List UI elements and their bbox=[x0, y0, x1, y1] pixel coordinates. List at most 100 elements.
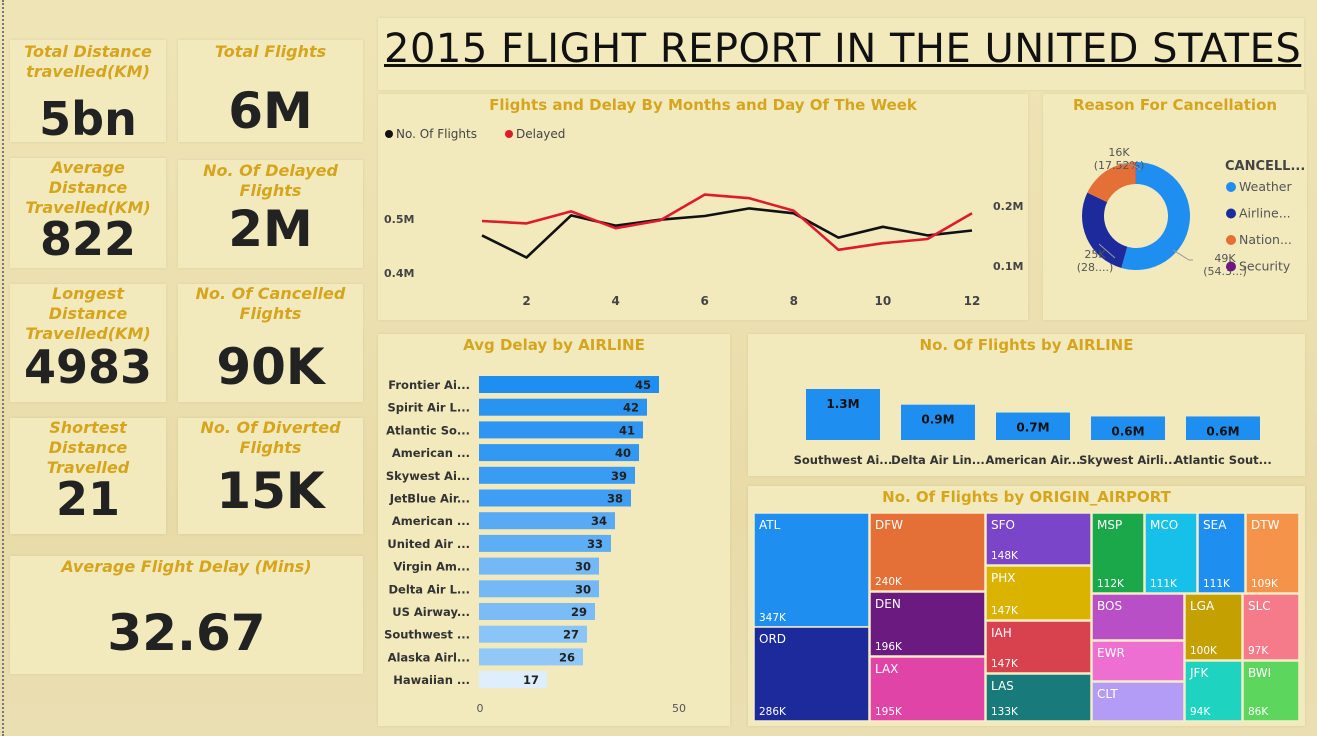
treemap-cell bbox=[869, 591, 986, 657]
treemap-name: LGA bbox=[1190, 599, 1215, 613]
treemap-cell bbox=[1091, 640, 1185, 682]
treemap-cell bbox=[753, 626, 870, 722]
legend-marker bbox=[1226, 182, 1236, 192]
line-chart[interactable]: No. Of Flights Delayed 0.5M 0.4M 0.2M 0.1M 2 4 6… bbox=[378, 94, 1028, 320]
bar-category: JetBlue Air... bbox=[389, 492, 470, 506]
treemap-name: SFO bbox=[991, 518, 1015, 532]
bar bbox=[479, 466, 635, 484]
bar-value: 45 bbox=[635, 378, 651, 392]
treemap-cell bbox=[1144, 512, 1198, 594]
bar bbox=[479, 512, 615, 530]
kpi-total-distance[interactable]: Total Distance travelled(KM) 5bn bbox=[10, 40, 166, 146]
kpi-label: No. Of Diverted Flights bbox=[200, 418, 341, 457]
bar-value: 0.7M bbox=[1016, 421, 1049, 435]
kpi-value: 21 bbox=[55, 472, 120, 526]
x-tick: 2 bbox=[522, 294, 530, 308]
y-tick-right: 0.2M bbox=[993, 200, 1023, 213]
bar-category: Southwest ... bbox=[384, 628, 470, 642]
avg-delay-panel[interactable]: Avg Delay by AIRLINE Frontier Ai... 45 Spi… bbox=[378, 334, 730, 726]
treemap-panel[interactable]: No. Of Flights by ORIGIN_AIRPORT ATL 347K… bbox=[748, 486, 1305, 726]
treemap-cell bbox=[985, 673, 1092, 722]
bar-category: Delta Air Lin... bbox=[891, 453, 985, 467]
kpi-value: 6M bbox=[228, 82, 313, 140]
bar-category: Alaska Airl... bbox=[388, 650, 470, 664]
donut-chart[interactable]: 49K(54.3...)25K(28....)16K(17.52%) CANCEL… bbox=[1043, 94, 1307, 320]
x-tick: 0 bbox=[477, 702, 484, 715]
treemap-value: 112K bbox=[1097, 578, 1125, 590]
bar bbox=[479, 671, 547, 689]
treemap-name: ORD bbox=[759, 632, 786, 646]
treemap-value: 100K bbox=[1190, 645, 1218, 657]
kpi-diverted-flights[interactable]: No. Of Diverted Flights 15K bbox=[178, 418, 363, 534]
treemap-cell bbox=[1242, 660, 1300, 722]
series-line bbox=[481, 193, 973, 252]
slice-pct: (17.52%) bbox=[1094, 159, 1145, 172]
kpi-delayed-flights[interactable]: No. Of Delayed Flights 2M bbox=[178, 160, 363, 268]
treemap-cell bbox=[1091, 593, 1185, 641]
bar bbox=[479, 625, 587, 643]
slice-pct: (54.3...) bbox=[1203, 265, 1247, 278]
treemap-name: CLT bbox=[1097, 687, 1118, 701]
flights-by-airline-panel[interactable]: No. Of Flights by AIRLINE 1.3M Southwest … bbox=[748, 334, 1305, 476]
dotted-border bbox=[2, 0, 4, 736]
bar-value: 41 bbox=[619, 423, 635, 437]
bar-value: 29 bbox=[571, 605, 587, 619]
bar-category: American ... bbox=[392, 446, 470, 460]
bar-category: Virgin Am... bbox=[393, 560, 470, 574]
treemap-value: 147K bbox=[991, 658, 1019, 670]
avg-delay-chart[interactable]: Frontier Ai... 45 Spirit Air L... 42 Atlanti… bbox=[378, 334, 730, 726]
bar bbox=[996, 412, 1070, 440]
treemap-name: SEA bbox=[1203, 518, 1227, 532]
bar bbox=[479, 376, 659, 393]
bar-value: 0.6M bbox=[1206, 424, 1239, 438]
legend-marker bbox=[385, 130, 393, 138]
bar-category: Atlantic So... bbox=[386, 423, 470, 437]
kpi-longest-distance[interactable]: Longest Distance Travelled(KM) 4983 bbox=[10, 284, 166, 402]
kpi-avg-distance[interactable]: Average Distance Travelled(KM) 822 bbox=[10, 158, 166, 268]
legend-label: Nation... bbox=[1239, 232, 1292, 247]
bar-value: 26 bbox=[559, 650, 575, 664]
kpi-value: 32.67 bbox=[107, 604, 266, 662]
leader-line bbox=[1172, 249, 1193, 261]
legend-label: Delayed bbox=[516, 127, 565, 141]
x-tick: 10 bbox=[875, 294, 892, 308]
kpi-label: Longest Distance Travelled(KM) bbox=[25, 284, 151, 343]
treemap-value: 286K bbox=[759, 706, 787, 718]
chart-title: No. Of Flights by AIRLINE bbox=[919, 336, 1134, 354]
kpi-total-flights[interactable]: Total Flights 6M bbox=[178, 40, 363, 142]
legend-title: CANCELL... bbox=[1225, 159, 1305, 174]
bar-value: 27 bbox=[563, 628, 579, 642]
bar bbox=[901, 404, 975, 440]
bar bbox=[479, 580, 599, 598]
legend-label: Security bbox=[1239, 259, 1291, 274]
kpi-value: 822 bbox=[39, 212, 137, 266]
treemap-cell bbox=[985, 512, 1092, 566]
donut-slice bbox=[1121, 162, 1190, 270]
treemap-name: EWR bbox=[1097, 646, 1125, 660]
legend-marker bbox=[505, 130, 513, 138]
treemap-value: 147K bbox=[991, 605, 1019, 617]
treemap-name: LAX bbox=[875, 662, 898, 676]
donut-slice bbox=[1082, 192, 1128, 268]
donut-chart-panel[interactable]: Reason For Cancellation 49K (54.3...) 25K(… bbox=[1043, 94, 1307, 320]
treemap-name: DEN bbox=[875, 597, 901, 611]
leader-line bbox=[1118, 163, 1142, 171]
series-line bbox=[481, 207, 973, 259]
legend-marker bbox=[1226, 261, 1236, 272]
kpi-avg-flight-delay[interactable]: Average Flight Delay (Mins) 32.67 bbox=[10, 556, 363, 674]
treemap-value: 196K bbox=[875, 641, 903, 653]
line-chart-panel[interactable]: Flights and Delay By Months and Day Of T… bbox=[378, 94, 1028, 320]
bar-category: Atlantic Sout... bbox=[1174, 453, 1272, 467]
treemap-chart[interactable]: ATL 347K ORD 286K DFW 240K DEN 196K LAX 195K SFO 14… bbox=[748, 486, 1305, 726]
x-tick: 8 bbox=[790, 294, 798, 308]
kpi-shortest-distance[interactable]: Shortest Distance Travelled 21 bbox=[10, 418, 166, 534]
title-panel bbox=[378, 18, 1304, 90]
kpi-cancelled-flights[interactable]: No. Of Cancelled Flights 90K bbox=[178, 284, 363, 402]
y-tick-left: 0.4M bbox=[384, 267, 414, 280]
bar-value: 30 bbox=[575, 582, 591, 596]
kpi-label: No. Of Delayed Flights bbox=[203, 161, 338, 200]
bar bbox=[1091, 416, 1165, 440]
chart-title: No. Of Flights by ORIGIN_AIRPORT bbox=[882, 488, 1171, 506]
bar-value: 17 bbox=[523, 673, 539, 687]
flights-by-airline-chart[interactable]: 1.3M Southwest Ai... 0.9M Delta Air Lin... 0… bbox=[748, 334, 1305, 476]
